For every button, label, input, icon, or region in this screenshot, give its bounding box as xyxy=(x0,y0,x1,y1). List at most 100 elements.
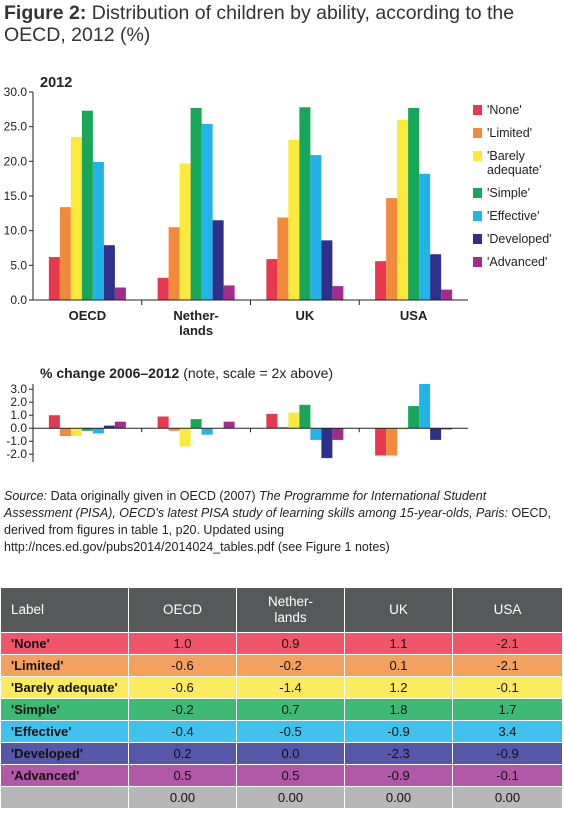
legend-label: 'Developed' xyxy=(487,232,552,246)
table-cell: -0.1 xyxy=(452,676,563,699)
table-row: 'Effective' -0.4 -0.5 -0.9 3.4 xyxy=(0,720,563,743)
chart-title-main: % change 2006–2012 xyxy=(40,365,180,381)
bar xyxy=(288,412,300,429)
bar xyxy=(48,257,60,300)
y-tick-label: 3.0 xyxy=(10,382,27,396)
bar xyxy=(157,277,169,300)
table-cell: -0.2 xyxy=(236,654,345,677)
bar xyxy=(190,107,202,300)
table-cell: -0.1 xyxy=(452,764,563,787)
y-tick-label: 0.0 xyxy=(10,293,27,307)
table-row: 'Barely adequate' -0.6 -1.4 1.2 -0.1 xyxy=(0,676,563,699)
bar xyxy=(386,198,398,300)
bar xyxy=(441,289,453,300)
bar xyxy=(92,162,104,300)
table-cell: -0.6 xyxy=(128,654,237,677)
bar xyxy=(397,428,409,430)
bar xyxy=(114,421,126,429)
bar xyxy=(419,384,431,429)
table-cell: 0.5 xyxy=(236,764,345,787)
table-cell: 0.00 xyxy=(236,786,345,809)
table-cell: 0.00 xyxy=(452,786,563,809)
row-label: 'None' xyxy=(0,632,129,655)
bar xyxy=(386,428,398,456)
bar xyxy=(201,428,213,435)
legend-swatch xyxy=(473,234,482,244)
bar xyxy=(277,217,289,300)
bar xyxy=(419,173,431,300)
bar xyxy=(59,207,71,300)
legend-swatch xyxy=(473,128,482,138)
bar xyxy=(212,220,224,300)
table-header-cell: Label xyxy=(0,587,129,633)
table-cell: -0.9 xyxy=(452,742,563,765)
bar xyxy=(375,261,387,300)
table-cell: -2.1 xyxy=(452,654,563,677)
y-tick-label: 5.0 xyxy=(10,258,27,272)
row-label: 'Developed' xyxy=(0,742,129,765)
table-row: 0.00 0.00 0.00 0.00 xyxy=(0,786,563,809)
bar xyxy=(157,416,169,429)
bar xyxy=(103,245,115,300)
legend-label: 'Effective' xyxy=(487,209,539,223)
bar xyxy=(310,155,322,300)
table-cell: -0.9 xyxy=(344,764,453,787)
y-tick-label: -1.0 xyxy=(6,434,27,448)
table-cell: 1.0 xyxy=(128,632,237,655)
table-row: 'Developed' 0.2 0.0 -2.3 -0.9 xyxy=(0,742,563,765)
bar xyxy=(430,428,442,440)
legend-swatch xyxy=(473,257,482,267)
y-tick-label: 0.0 xyxy=(10,421,27,435)
y-tick-label: 1.0 xyxy=(10,408,27,422)
bar xyxy=(332,428,344,440)
table-cell: 0.7 xyxy=(236,698,345,721)
figure-title: Figure 2: Distribution of children by ab… xyxy=(4,2,560,46)
row-label xyxy=(0,786,129,809)
table-cell: 1.1 xyxy=(344,632,453,655)
row-label: 'Simple' xyxy=(0,698,129,721)
table-cell: 0.5 xyxy=(128,764,237,787)
bar xyxy=(201,123,213,300)
chart-title: 2012 xyxy=(40,75,72,91)
legend-label: 'Limited' xyxy=(487,126,532,140)
table-cell: 0.1 xyxy=(344,654,453,677)
chart-title: % change 2006–2012 (note, scale = 2x abo… xyxy=(40,365,333,381)
bar xyxy=(179,163,191,300)
bar xyxy=(266,413,278,429)
bar xyxy=(190,419,202,429)
bar xyxy=(179,428,191,447)
y-tick-label: 25.0 xyxy=(4,120,28,134)
table-header-cell: USA xyxy=(452,587,563,633)
figure-label: Figure 2: xyxy=(4,2,87,24)
table-row: 'None' 1.0 0.9 1.1 -2.1 xyxy=(0,632,563,655)
table-cell: 1.8 xyxy=(344,698,453,721)
bar xyxy=(266,259,278,300)
y-tick-label: 15.0 xyxy=(4,189,28,203)
bar xyxy=(321,428,333,459)
bar xyxy=(81,110,93,300)
bar xyxy=(103,425,115,429)
bar xyxy=(408,406,420,429)
bar xyxy=(299,107,311,301)
table-cell: -2.3 xyxy=(344,742,453,765)
bar xyxy=(397,119,409,300)
table-cell: 0.00 xyxy=(128,786,237,809)
source-label: Source: xyxy=(4,489,48,503)
legend-swatch xyxy=(473,211,482,221)
row-label: 'Advanced' xyxy=(0,764,129,787)
change-table: Label OECD Nether-lands UK USA 'None' 1.0 0.9 1… xyxy=(0,587,563,809)
x-tick-label: OECD xyxy=(69,308,107,323)
x-tick-label: UK xyxy=(295,308,314,323)
bar xyxy=(310,428,322,440)
bar xyxy=(70,137,82,300)
bar xyxy=(92,428,104,434)
source-text-2: OECD, derived from figures in table 1, p… xyxy=(4,506,552,554)
bar xyxy=(223,285,235,300)
table-cell: 3.4 xyxy=(452,720,563,743)
table-header-cell: OECD xyxy=(128,587,237,633)
y-tick-label: 2.0 xyxy=(10,395,27,409)
change-bar-chart-2006-2012: % change 2006–2012 (note, scale = 2x abo… xyxy=(6,365,468,462)
legend-swatch xyxy=(473,151,482,161)
y-tick-label: 30.0 xyxy=(4,85,28,99)
bar xyxy=(299,404,311,429)
